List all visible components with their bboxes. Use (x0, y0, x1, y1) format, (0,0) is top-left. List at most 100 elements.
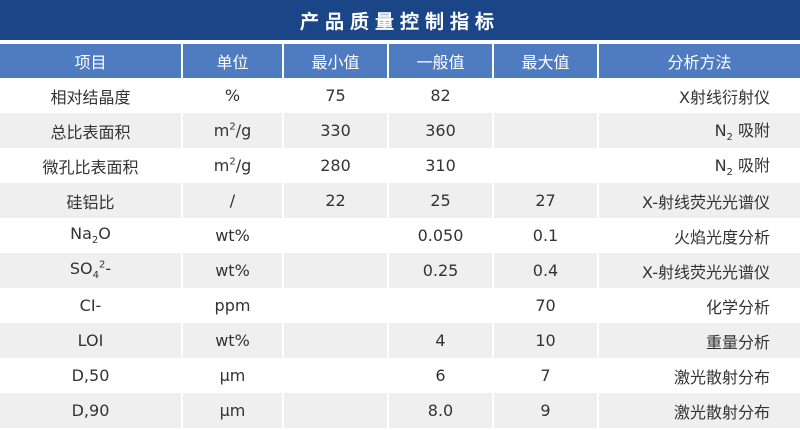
cell-method: X-射线荧光光谱仪 (597, 253, 800, 288)
cell-text: wt% (215, 226, 250, 245)
column-header-method: 分析方法 (597, 44, 800, 78)
cell-unit: μm (181, 393, 283, 428)
cell-text: 0.25 (422, 261, 459, 280)
cell-text: μm (219, 366, 246, 385)
cell-item: CI- (0, 288, 182, 323)
cell-min (282, 358, 388, 393)
cell-text: X-射线荧光光谱仪 (642, 262, 770, 282)
cell-text: /g (235, 121, 252, 140)
superscript: 2 (229, 121, 236, 133)
cell-text: 7 (540, 366, 551, 385)
cell-text: 微孔比表面积 (42, 157, 139, 177)
cell-item: 微孔比表面积 (0, 148, 182, 183)
cell-min: 280 (282, 148, 388, 183)
cell-max: 70 (492, 288, 598, 323)
cell-method: N2 吸附 (597, 113, 800, 148)
cell-typical (387, 288, 493, 323)
header-row: 项目 单位 最小值 一般值 最大值 分析方法 (0, 44, 800, 78)
cell-typical: 4 (387, 323, 493, 358)
column-header-item: 项目 (0, 44, 182, 78)
cell-max: 0.4 (492, 253, 598, 288)
cell-min: 330 (282, 113, 388, 148)
cell-text: 27 (535, 191, 556, 210)
cell-method: 激光散射分布 (597, 358, 800, 393)
cell-text: 吸附 (732, 156, 770, 176)
column-header-unit: 单位 (181, 44, 283, 78)
cell-unit: m2/g (181, 148, 283, 183)
table-row: SO42- wt% 0.25 0.4 X-射线荧光光谱仪 (0, 253, 800, 288)
cell-min (282, 288, 388, 323)
table-row: LOI wt% 4 10 重量分析 (0, 323, 800, 358)
cell-typical: 8.0 (387, 393, 493, 428)
cell-unit: wt% (181, 323, 283, 358)
cell-method: 激光散射分布 (597, 393, 800, 428)
cell-text: 0.4 (532, 261, 559, 280)
cell-text: 25 (430, 191, 451, 210)
superscript: 2 (229, 156, 236, 168)
cell-text: ppm (214, 296, 251, 315)
cell-text: O (98, 224, 111, 244)
cell-text: X射线衍射仪 (679, 87, 770, 107)
cell-typical: 360 (387, 113, 493, 148)
cell-typical: 25 (387, 183, 493, 218)
cell-text: 22 (325, 191, 346, 210)
cell-typical: 0.050 (387, 218, 493, 253)
cell-text: N (714, 156, 727, 176)
cell-text: 8.0 (427, 401, 454, 420)
cell-text: 9 (540, 401, 551, 420)
cell-text: wt% (215, 331, 250, 350)
cell-min (282, 218, 388, 253)
cell-text: 吸附 (732, 121, 770, 141)
cell-unit: ppm (181, 288, 283, 323)
cell-text: D,50 (71, 366, 110, 385)
cell-unit: wt% (181, 218, 283, 253)
cell-text: 4 (435, 331, 446, 350)
cell-text: / (229, 191, 236, 210)
cell-item: 硅铝比 (0, 183, 182, 218)
column-header-min: 最小值 (282, 44, 388, 78)
table-row: D,50 μm 6 7 激光散射分布 (0, 358, 800, 393)
cell-max (492, 78, 598, 113)
cell-min (282, 393, 388, 428)
cell-text: m (213, 121, 230, 140)
cell-unit: % (181, 78, 283, 113)
cell-text: 280 (320, 156, 351, 175)
subscript: 4 (92, 270, 99, 282)
cell-max: 0.1 (492, 218, 598, 253)
cell-max: 27 (492, 183, 598, 218)
cell-method: X-射线荧光光谱仪 (597, 183, 800, 218)
cell-item: LOI (0, 323, 182, 358)
cell-text: 6 (435, 366, 446, 385)
cell-min: 22 (282, 183, 388, 218)
table-title: 产品质量控制指标 (0, 0, 800, 40)
cell-text: 75 (325, 86, 346, 105)
cell-method: 化学分析 (597, 288, 800, 323)
cell-method: 重量分析 (597, 323, 800, 358)
table-row: D,90 μm 8.0 9 激光散射分布 (0, 393, 800, 428)
cell-unit: / (181, 183, 283, 218)
cell-typical: 310 (387, 148, 493, 183)
table-row: 相对结晶度% 75 82 X射线衍射仪 (0, 78, 800, 113)
table-row: CI-ppm 70 化学分析 (0, 288, 800, 323)
cell-text: 310 (425, 156, 456, 175)
cell-min: 75 (282, 78, 388, 113)
subscript: 2 (726, 132, 733, 144)
cell-text: 70 (535, 296, 556, 315)
table-row: 微孔比表面积 m2/g 280 310 N 2 吸附 (0, 148, 800, 183)
cell-text: SO (69, 259, 93, 279)
cell-item: Na2O (0, 218, 182, 253)
cell-text: 0.1 (532, 226, 559, 245)
cell-text: CI- (79, 296, 102, 315)
cell-text: wt% (215, 261, 250, 280)
cell-text: 火焰光度分析 (673, 227, 770, 247)
cell-method: X射线衍射仪 (597, 78, 800, 113)
subscript: 2 (91, 235, 99, 247)
cell-max: 7 (492, 358, 598, 393)
cell-text: 360 (425, 121, 456, 140)
cell-text: N (714, 121, 727, 141)
cell-max: 10 (492, 323, 598, 358)
cell-text: 激光散射分布 (673, 402, 770, 422)
cell-text: % (224, 86, 241, 105)
cell-text: 330 (320, 121, 351, 140)
cell-text: D,90 (71, 401, 110, 420)
